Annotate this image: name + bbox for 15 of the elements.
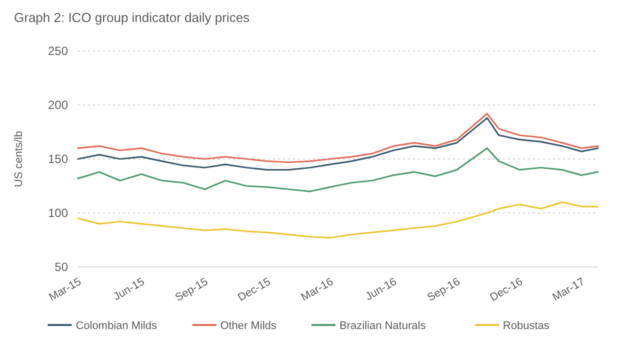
legend-label: Robustas — [502, 320, 550, 332]
y-tick-label: 200 — [48, 98, 68, 112]
chart-title: Graph 2: ICO group indicator daily prices — [14, 10, 250, 25]
y-axis-title: US cents/lb — [13, 130, 25, 188]
y-tick-label: 100 — [48, 206, 68, 220]
legend-label: Colombian Milds — [76, 320, 158, 332]
line-series — [77, 112, 599, 164]
legend-label: Brazilian Naturals — [340, 320, 426, 332]
line-series — [77, 117, 599, 171]
line-series — [77, 147, 599, 192]
y-tick-label: 250 — [48, 44, 68, 58]
line-series — [77, 201, 599, 239]
legend-label: Other Milds — [220, 320, 277, 332]
y-tick-label: 150 — [48, 152, 68, 166]
y-tick-label: 50 — [54, 260, 68, 274]
